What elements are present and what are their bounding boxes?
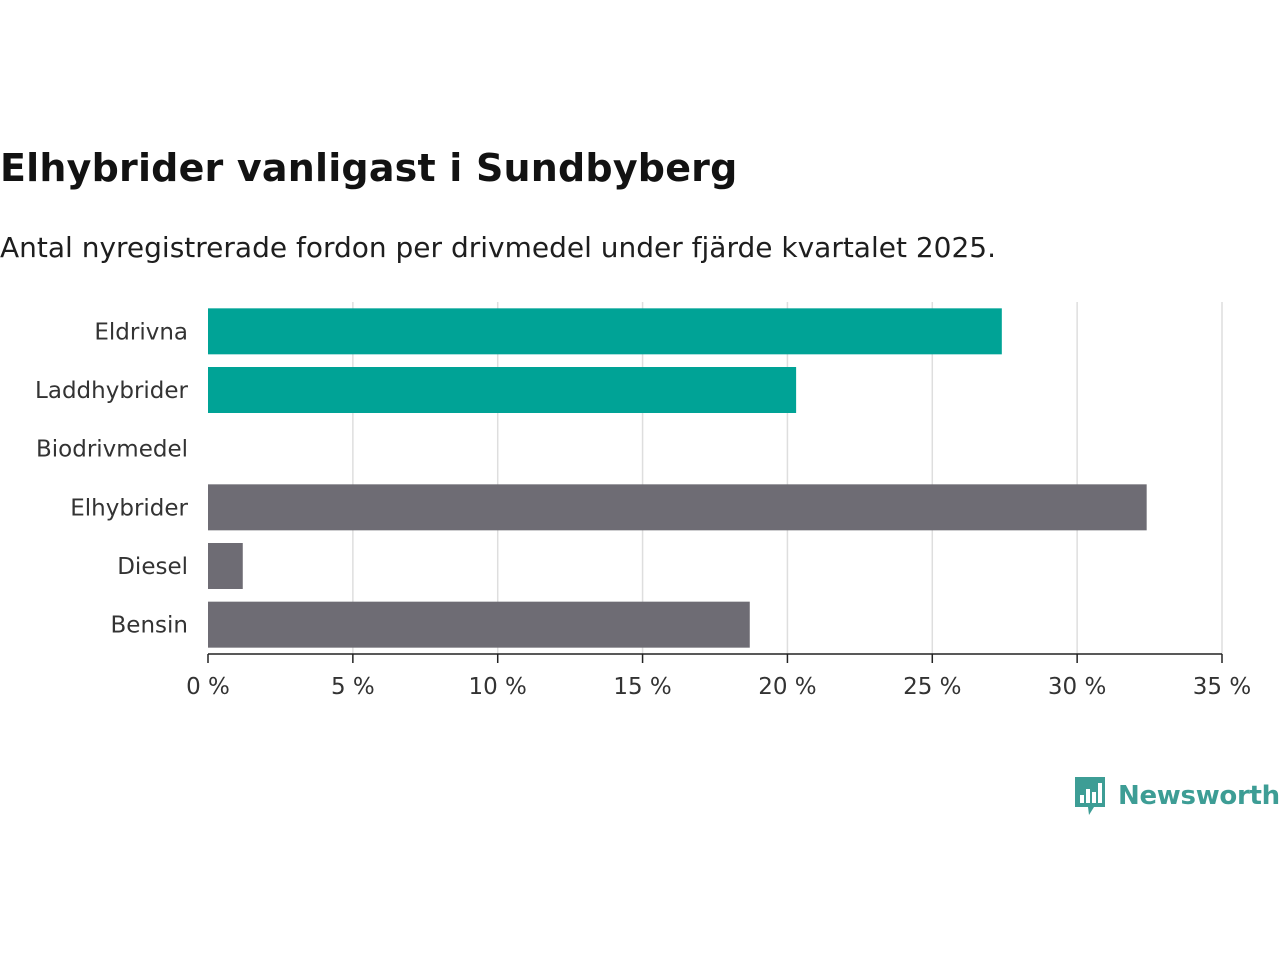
- category-label: Diesel: [117, 554, 188, 580]
- category-label: Eldrivna: [94, 319, 188, 345]
- x-tick-label: 5 %: [331, 674, 375, 700]
- x-tick-label: 30 %: [1048, 674, 1106, 700]
- newsworthy-logo: Newsworthy: [1072, 774, 1280, 818]
- bar: [208, 367, 797, 413]
- x-tick-label: 10 %: [468, 674, 526, 700]
- newsworthy-logo-icon: [1075, 777, 1105, 815]
- x-tick-label: 35 %: [1193, 674, 1251, 700]
- chart-title: Elhybrider vanligast i Sundbyberg: [0, 146, 738, 190]
- x-tick-label: 20 %: [758, 674, 816, 700]
- category-label: Laddhybrider: [35, 378, 188, 404]
- x-tick-label: 0 %: [186, 674, 230, 700]
- category-label: Bensin: [111, 613, 188, 639]
- bar: [208, 308, 1002, 355]
- x-tick-label: 15 %: [613, 674, 671, 700]
- x-tick-label: 25 %: [903, 674, 961, 700]
- bar: [208, 484, 1147, 531]
- category-label: Biodrivmedel: [36, 437, 188, 463]
- bar: [208, 543, 243, 589]
- newsworthy-logo-text: Newsworthy: [1118, 781, 1280, 811]
- bar: [208, 601, 750, 648]
- category-label: Elhybrider: [70, 495, 188, 521]
- chart-subtitle: Antal nyregistrerade fordon per drivmede…: [0, 231, 997, 264]
